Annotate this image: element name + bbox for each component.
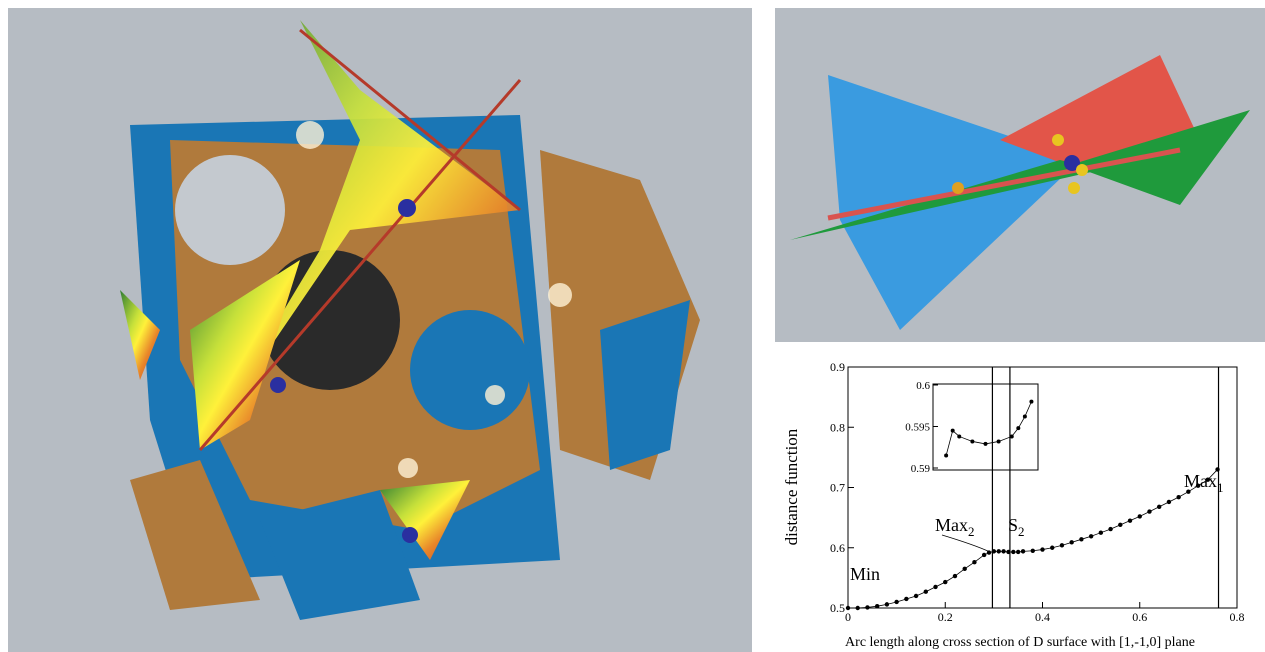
data-point (1059, 543, 1065, 548)
data-point (986, 550, 992, 555)
data-point (981, 552, 987, 558)
annotation-text: Max (1184, 471, 1217, 491)
data-point (1079, 537, 1084, 542)
y-tick-label: 0.6 (830, 541, 845, 555)
inset-frame (932, 383, 1039, 471)
data-point (1147, 509, 1152, 514)
x-tick-label: 0.6 (1132, 610, 1147, 624)
data-point (1030, 548, 1035, 553)
data-point (1166, 499, 1172, 505)
data-point (845, 605, 851, 611)
data-point (996, 439, 1001, 444)
data-point (874, 603, 880, 609)
inset-y-tick-label: 0.59 (911, 463, 931, 475)
data-line (848, 469, 1218, 609)
data-point (1186, 489, 1191, 494)
data-point (1069, 540, 1074, 545)
data-point (865, 605, 870, 610)
y-tick-label: 0.5 (830, 601, 845, 615)
data-point (944, 453, 949, 458)
data-point (1205, 477, 1211, 482)
y-axis-label: distance function (782, 428, 801, 545)
annotation-subscript: 1 (1217, 480, 1224, 495)
fit-connector (941, 534, 991, 553)
annotation: Max1 (1184, 471, 1224, 495)
data-point (1137, 514, 1142, 519)
data-point (923, 589, 928, 594)
data-point (983, 441, 988, 446)
data-point (957, 434, 962, 439)
data-point (950, 428, 955, 433)
data-point (1088, 534, 1094, 539)
data-point (1118, 522, 1123, 528)
data-point (1215, 467, 1220, 472)
surface-render (8, 8, 752, 652)
data-point (1050, 545, 1055, 550)
data-point (1176, 494, 1181, 500)
annotation: S2 (1008, 515, 1025, 539)
y-tick-label: 0.9 (830, 360, 845, 374)
data-point (913, 593, 919, 599)
data-point (962, 566, 967, 572)
data-point (1108, 526, 1113, 532)
data-point (1016, 426, 1021, 431)
data-point (1006, 549, 1011, 555)
inset-y-tick-label: 0.595 (905, 422, 930, 434)
data-point (884, 602, 890, 607)
y-tick-label: 0.7 (830, 481, 845, 495)
saddle-render (775, 8, 1265, 342)
data-point (1022, 414, 1027, 419)
data-point (894, 599, 899, 605)
data-point (1011, 549, 1016, 555)
data-point (1157, 504, 1162, 509)
data-point (1009, 434, 1014, 439)
data-point (952, 573, 958, 579)
annotation-subscript: 2 (968, 524, 975, 539)
data-point (991, 549, 997, 554)
data-point (943, 579, 948, 585)
annotation: Min (850, 564, 880, 584)
x-tick-label: 0.4 (1035, 610, 1050, 624)
data-point (996, 549, 1001, 554)
data-point (1098, 530, 1104, 535)
annotation-text: S (1008, 515, 1018, 535)
x-tick-label: 0.2 (938, 610, 953, 624)
data-point (1029, 399, 1034, 404)
x-axis-label: Arc length along cross section of D surf… (845, 635, 1195, 650)
x-tick-label: 0 (845, 610, 851, 624)
data-point (1195, 483, 1201, 488)
annotation-text: Min (850, 564, 880, 584)
data-point (1020, 549, 1026, 554)
annotation: Max2 (935, 515, 975, 539)
data-point (1015, 549, 1021, 555)
data-point (972, 560, 977, 565)
data-point (933, 584, 938, 590)
data-point (970, 439, 975, 444)
data-point (1040, 547, 1045, 552)
data-point (1127, 518, 1133, 523)
annotation-subscript: 2 (1018, 524, 1025, 539)
data-point (855, 605, 860, 611)
data-point (904, 596, 909, 602)
x-tick-label: 0.8 (1230, 610, 1245, 624)
data-line (945, 401, 1032, 456)
inset-y-tick-label: 0.6 (916, 380, 930, 392)
plot-frame (847, 366, 1238, 609)
data-point (1001, 549, 1006, 554)
annotation-text: Max (935, 515, 968, 535)
y-tick-label: 0.8 (830, 420, 845, 434)
